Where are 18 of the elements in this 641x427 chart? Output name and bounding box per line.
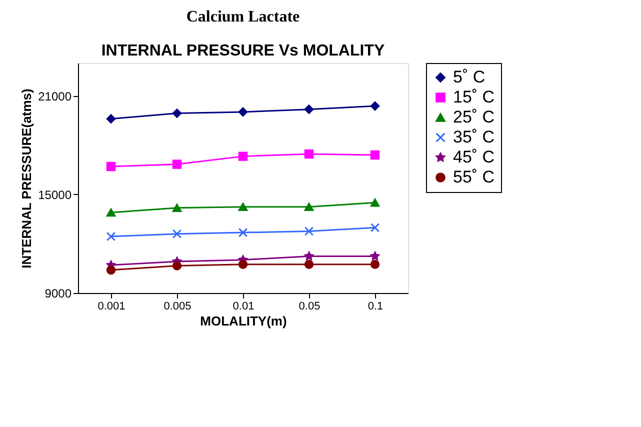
x-tick-label: 0.01 xyxy=(232,300,254,312)
y-tick-label: 15000 xyxy=(38,188,72,202)
y-tick-label: 9000 xyxy=(44,286,72,300)
y-axis-title: INTERNAL PRESSURE(atms) xyxy=(19,88,34,268)
legend-label: 35˚ C xyxy=(453,128,495,146)
legend-label: 45˚ C xyxy=(453,148,495,166)
x-tick-label: 0.05 xyxy=(298,300,320,312)
x-axis-title: MOLALITY(m) xyxy=(200,314,287,328)
legend-label: 25˚ C xyxy=(453,108,495,126)
legend-label: 5˚ C xyxy=(453,68,486,86)
legend-label: 15˚ C xyxy=(453,88,495,106)
x-tick-label: 0.1 xyxy=(368,300,384,312)
chart-subtitle: INTERNAL PRESSURE Vs MOLALITY xyxy=(101,42,385,60)
legend-label: 55˚ C xyxy=(453,168,495,186)
x-tick-label: 0.001 xyxy=(98,300,126,312)
x-tick-label: 0.005 xyxy=(164,300,192,312)
y-tick-label: 21000 xyxy=(38,89,72,104)
chart-title: Calcium Lactate xyxy=(186,8,300,26)
